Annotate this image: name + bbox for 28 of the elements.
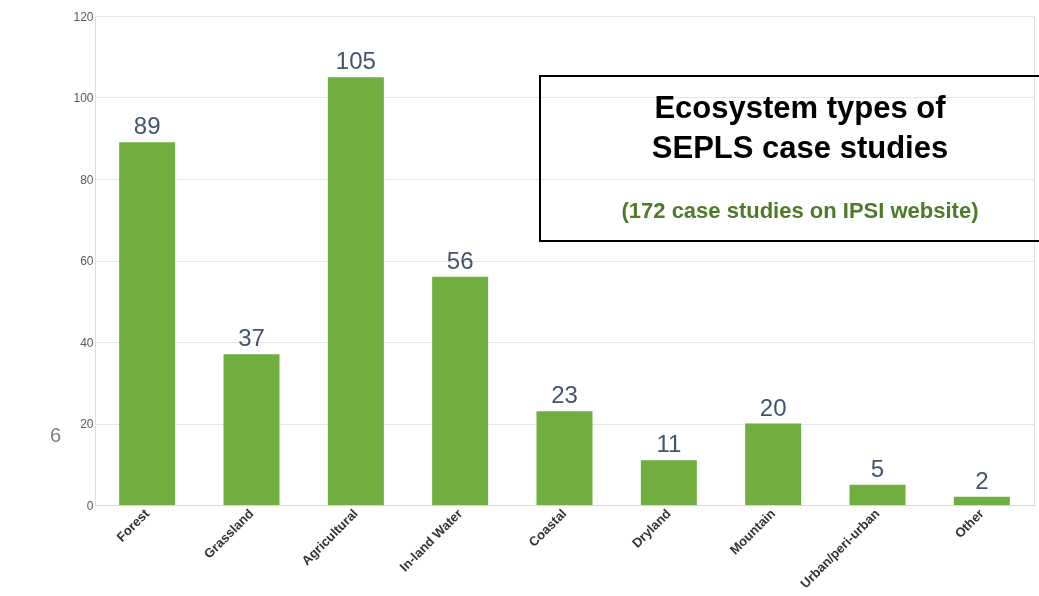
bar	[953, 496, 1010, 505]
data-label: 5	[870, 454, 885, 482]
y-tick-label: 0	[86, 498, 94, 513]
bar	[223, 354, 280, 505]
text: 6	[50, 424, 62, 446]
data-label: 37	[238, 324, 265, 352]
y-tick-label: 80	[80, 172, 94, 187]
data-label: 56	[446, 246, 474, 274]
data-label: 2	[975, 466, 989, 494]
text: Ecosystem types of SEPLS case studies	[651, 90, 949, 165]
bar	[327, 77, 384, 505]
bar	[432, 276, 489, 505]
data-label: 23	[551, 381, 578, 409]
data-label: 105	[335, 47, 376, 75]
bar	[536, 411, 593, 505]
data-label: 89	[133, 112, 161, 140]
y-tick-label: 100	[73, 91, 94, 105]
text: (172 case studies on IPSI website)	[621, 198, 979, 223]
y-tick-label: 60	[80, 254, 94, 268]
y-tick-label: 40	[80, 335, 94, 350]
bar	[119, 142, 176, 505]
bar	[640, 460, 697, 505]
data-label: 20	[759, 393, 787, 421]
data-label: 11	[656, 430, 682, 458]
y-tick-label: 120	[73, 9, 94, 24]
y-tick-label: 20	[80, 417, 94, 431]
bar	[745, 423, 802, 505]
bar	[849, 484, 906, 505]
